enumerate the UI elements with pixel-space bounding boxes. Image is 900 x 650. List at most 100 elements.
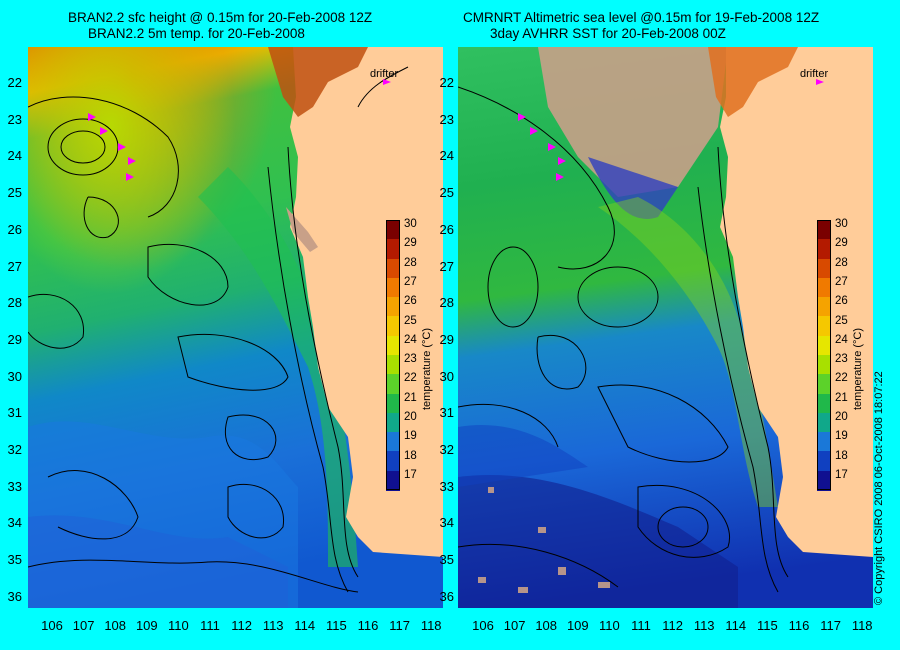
right-contours xyxy=(458,86,789,593)
colorbar-tick-label: 28 xyxy=(404,256,417,269)
latitude-label: 22 xyxy=(7,75,22,90)
latitude-label: 22 xyxy=(439,75,454,90)
colorbar-segment xyxy=(386,470,400,491)
longitude-label: 114 xyxy=(294,618,316,633)
latitude-label: 32 xyxy=(439,442,454,457)
latitude-label: 24 xyxy=(7,148,22,164)
latitude-label: 24 xyxy=(439,148,454,164)
colorbar-tick-label: 22 xyxy=(835,372,848,385)
colorbar-segment xyxy=(386,220,400,240)
colorbar-tick-label: 29 xyxy=(404,237,417,250)
latitude-label: 35 xyxy=(439,552,454,568)
colorbar-segment xyxy=(817,412,831,433)
colorbar-tick-label: 17 xyxy=(835,468,848,481)
longitude-label: 117 xyxy=(820,618,841,633)
colorbar-tick-label: 29 xyxy=(835,237,848,250)
latitude-label: 31 xyxy=(439,405,454,421)
colorbar-segment xyxy=(817,258,831,279)
colorbar-segment xyxy=(817,355,831,375)
copyright-text: © Copyright CSIRO 2008 06-Oct-2008 18:07… xyxy=(873,371,885,605)
latitude-label: 29 xyxy=(7,331,22,347)
colorbar-tick-label: 30 xyxy=(835,218,848,230)
latitude-label: 26 xyxy=(439,221,454,237)
longitude-label: 115 xyxy=(757,618,778,633)
colorbar-tick-label: 24 xyxy=(835,333,848,346)
longitude-label: 114 xyxy=(725,618,747,633)
colorbar-segment xyxy=(386,335,400,356)
colorbar-tick-label: 28 xyxy=(835,256,848,269)
latitude-label: 23 xyxy=(439,111,454,127)
colorbar-segment xyxy=(817,277,831,298)
latitude-label: 27 xyxy=(7,258,22,274)
longitude-label: 112 xyxy=(231,618,252,633)
left-drifter-track xyxy=(88,79,391,181)
longitude-label: 111 xyxy=(200,618,220,633)
colorbar-label-right: temperature (°C) xyxy=(852,327,864,410)
longitude-label: 116 xyxy=(788,618,810,633)
colorbar-segment xyxy=(386,258,400,279)
colorbar-tick-label: 24 xyxy=(404,333,417,346)
colorbar-segment xyxy=(386,393,400,414)
latitude-label: 35 xyxy=(7,552,22,568)
colorbar-segment xyxy=(386,355,400,375)
longitude-label: 117 xyxy=(389,618,410,633)
colorbar-tick-label: 22 xyxy=(404,372,417,385)
left-land xyxy=(290,47,443,557)
latitude-label: 31 xyxy=(7,405,22,421)
longitude-label: 109 xyxy=(135,618,158,633)
latitude-label: 34 xyxy=(7,515,22,531)
colorbar-tick-label: 26 xyxy=(835,295,848,308)
longitude-label: 115 xyxy=(326,618,347,633)
colorbar-tick-label: 27 xyxy=(835,275,848,288)
latitude-label: 23 xyxy=(7,111,22,127)
colorbar-segment xyxy=(817,470,831,491)
longitude-label: 112 xyxy=(662,618,683,633)
latitude-label: 25 xyxy=(439,185,454,201)
colorbar-segment xyxy=(817,316,831,337)
right-title-line2: 3day AVHRR SST for 20-Feb-2008 00Z xyxy=(490,26,726,41)
right-drifter-label: drifter xyxy=(800,68,829,80)
colorbar-tick-label: 26 xyxy=(404,295,417,308)
longitude-label: 111 xyxy=(631,618,651,633)
longitude-label: 113 xyxy=(262,618,284,633)
colorbar-segment xyxy=(386,451,400,472)
longitude-label: 116 xyxy=(357,618,379,633)
colorbar-tick-label: 25 xyxy=(404,314,417,327)
colorbar-segment xyxy=(817,374,831,395)
colorbar-segment xyxy=(817,432,831,453)
latitude-label: 33 xyxy=(7,478,22,494)
longitude-label: 113 xyxy=(693,618,715,633)
left-map-panel xyxy=(28,47,443,608)
left-map-svg xyxy=(28,47,443,608)
colorbar-tick-label: 23 xyxy=(404,353,417,366)
right-map-panel xyxy=(458,47,873,608)
longitude-label: 110 xyxy=(168,618,189,633)
longitude-label: 107 xyxy=(503,618,526,633)
colorbar-segment xyxy=(817,393,831,414)
right-drifter-track xyxy=(518,79,824,181)
latitude-label: 28 xyxy=(439,295,454,311)
colorbar-tick-label: 17 xyxy=(404,468,417,481)
latitude-label: 27 xyxy=(439,258,454,274)
colorbar-segment xyxy=(817,335,831,356)
latitude-label: 34 xyxy=(439,515,454,531)
colorbar-tick-label: 27 xyxy=(404,275,417,288)
longitude-label: 106 xyxy=(41,618,63,633)
colorbar-segment xyxy=(386,277,400,298)
colorbar-segment xyxy=(817,220,831,240)
colorbar-label-left: temperature (°C) xyxy=(421,327,433,410)
colorbar-tick-label: 23 xyxy=(835,353,848,366)
longitude-label: 109 xyxy=(566,618,589,633)
latitude-label: 32 xyxy=(7,442,22,457)
colorbar-segment xyxy=(817,297,831,318)
colorbar-segment xyxy=(817,451,831,472)
colorbar-segment xyxy=(386,316,400,337)
left-drifter-label: drifter xyxy=(370,68,399,80)
colorbar-segment xyxy=(386,374,400,395)
latitude-label: 33 xyxy=(439,478,454,494)
longitude-label: 118 xyxy=(420,618,442,633)
colorbar-tick-label: 18 xyxy=(404,449,417,462)
colorbar-segment xyxy=(386,239,400,260)
left-contours xyxy=(28,66,409,593)
longitude-label: 118 xyxy=(851,618,873,633)
